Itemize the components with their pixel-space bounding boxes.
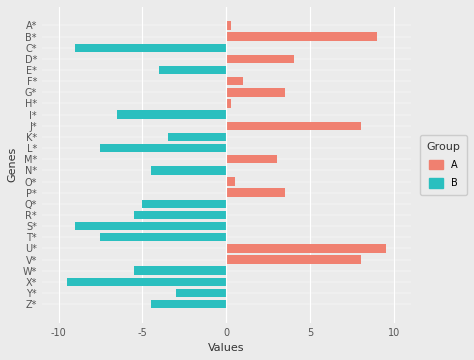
Bar — [227, 88, 285, 96]
Bar — [176, 289, 227, 297]
Bar — [151, 166, 227, 175]
Bar — [227, 99, 231, 108]
Bar — [227, 55, 293, 63]
Bar — [67, 278, 227, 286]
Bar — [134, 211, 227, 219]
Bar — [143, 200, 227, 208]
Bar — [227, 177, 235, 186]
Bar — [134, 266, 227, 275]
X-axis label: Values: Values — [208, 343, 245, 353]
Bar — [168, 133, 227, 141]
Bar — [75, 222, 227, 230]
Bar — [75, 44, 227, 52]
Bar — [159, 66, 227, 74]
Bar — [117, 111, 227, 119]
Bar — [227, 244, 386, 253]
Bar — [100, 233, 227, 242]
Bar — [227, 32, 377, 41]
Bar — [227, 21, 231, 30]
Bar — [227, 77, 243, 85]
Bar — [227, 255, 361, 264]
Bar — [227, 155, 277, 163]
Bar — [151, 300, 227, 308]
Bar — [227, 122, 361, 130]
Bar — [227, 189, 285, 197]
Bar — [100, 144, 227, 152]
Y-axis label: Genes: Genes — [7, 147, 17, 183]
Legend: A, B: A, B — [419, 135, 467, 195]
